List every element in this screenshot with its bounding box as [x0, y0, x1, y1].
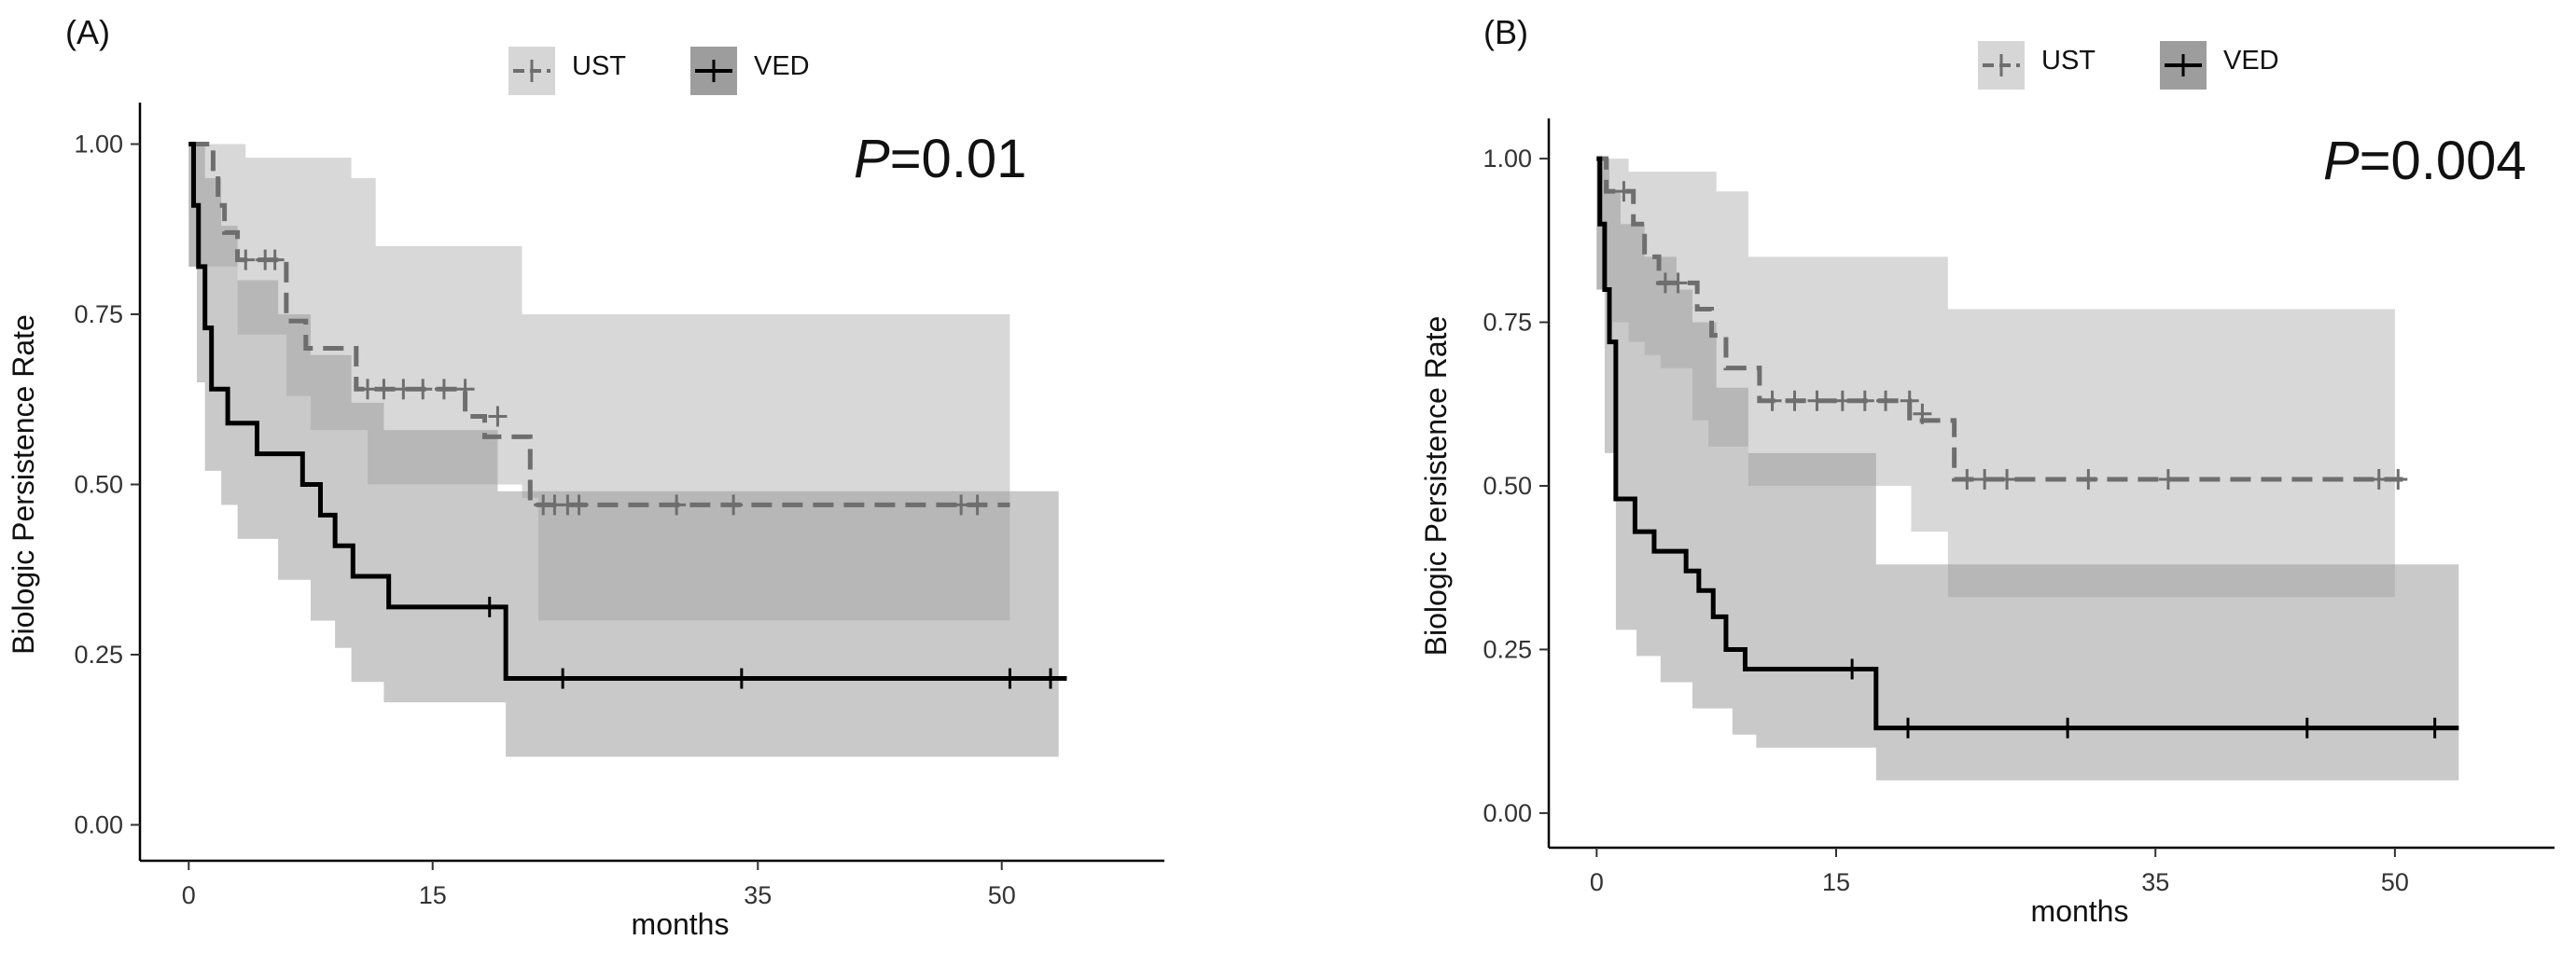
panel-b: (B) 0.00 0.25 0.50 0.75 1.00 0 15 35 50 Biologic …	[1418, 0, 2576, 954]
y-tick-label: 0.75	[74, 300, 123, 328]
p-value: =0.004	[2360, 131, 2527, 191]
panel-label: (B)	[1483, 13, 1528, 51]
p-symbol: P	[854, 129, 890, 189]
y-tick-label: 0.00	[1483, 799, 1532, 827]
y-tick-label: 0.50	[1483, 472, 1532, 500]
ci-band-ved	[1596, 159, 2459, 781]
x-tick-label: 0	[182, 881, 196, 909]
y-tick-label: 0.25	[1483, 635, 1532, 663]
survival-chart-a: 0.00 0.25 0.50 0.75 1.00 0 15 35 50 Biologic Pers…	[7, 47, 1164, 941]
survival-chart-b: 0.00 0.25 0.50 0.75 1.00 0 15 35 50 Biologic Pers…	[1419, 41, 2555, 928]
x-tick-label: 50	[2381, 868, 2409, 896]
x-tick-label: 0	[1590, 868, 1604, 896]
y-tick-label: 0.25	[74, 641, 123, 669]
series-line-ust	[188, 142, 1010, 507]
y-axis-title: Biologic Persistence Rate	[1419, 316, 1453, 657]
legend-label: UST	[572, 51, 626, 81]
p-value: =0.01	[890, 129, 1027, 189]
y-tick-label: 0.00	[74, 811, 123, 839]
x-tick-label: 15	[1822, 868, 1850, 896]
x-axis-title: months	[2031, 894, 2129, 928]
legend-label: VED	[754, 51, 810, 81]
ci-band-ved	[188, 144, 1059, 757]
p-symbol: P	[2323, 131, 2360, 191]
y-tick-label: 1.00	[74, 131, 123, 159]
panel-label: (A)	[65, 13, 110, 51]
legend-label: VED	[2223, 46, 2279, 76]
p-value-annotation: P=0.01	[854, 129, 1026, 189]
x-tick-label: 35	[2141, 868, 2169, 896]
x-tick-label: 35	[744, 881, 772, 909]
series-line-ved	[1596, 156, 2459, 731]
y-tick-label: 1.00	[1483, 145, 1532, 173]
ci-band-ust	[1596, 159, 2395, 598]
x-tick-label: 50	[988, 881, 1016, 909]
x-tick-label: 15	[419, 881, 447, 909]
y-tick-label: 0.50	[74, 471, 123, 499]
p-value-annotation: P=0.004	[2323, 131, 2527, 191]
x-axis-title: months	[632, 907, 730, 941]
panel-a: (A) 0.00 0.25 0.50 0.75 1.00 0 15 35 50 Biologic …	[0, 0, 1176, 954]
legend-label: UST	[2041, 46, 2096, 76]
y-tick-label: 0.75	[1483, 309, 1532, 337]
series-line-ved	[188, 142, 1067, 682]
y-axis-title: Biologic Persistence Rate	[7, 314, 40, 655]
